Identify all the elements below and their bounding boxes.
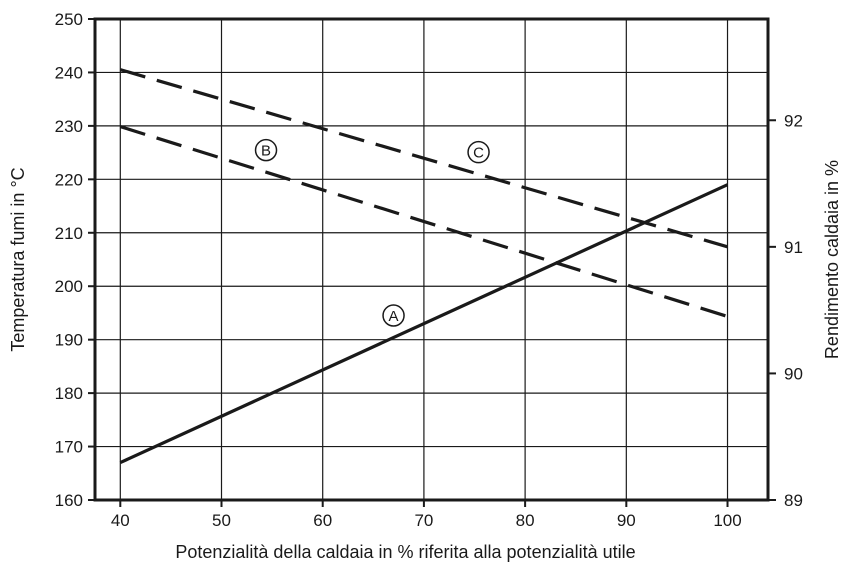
series-line-b [119, 125, 728, 318]
y2-axis-label: Rendimento caldaia in % [822, 160, 842, 359]
x-tick-label: 100 [713, 511, 741, 530]
x-tick-label: 40 [111, 511, 130, 530]
series-callout-b [254, 138, 278, 162]
series-callout-c [467, 140, 490, 164]
series-lines [119, 68, 729, 465]
y-tick-label: 200 [55, 277, 83, 296]
y-tick-label: 230 [55, 117, 83, 136]
x-tick-label: 70 [414, 511, 433, 530]
series-label-c: C [473, 145, 484, 162]
series-line-a [119, 183, 729, 465]
x-axis-label: Potenzialità della caldaia in % riferita… [175, 542, 635, 562]
y-tick-label: 250 [55, 10, 83, 29]
x-tick-label: 90 [617, 511, 636, 530]
y-tick-label: 180 [55, 384, 83, 403]
y-tick-label: 220 [55, 170, 83, 189]
y2-tick-label: 91 [784, 238, 803, 257]
y-tick-label: 240 [55, 63, 83, 82]
x-tick-label: 60 [313, 511, 332, 530]
y-tick-label: 160 [55, 491, 83, 510]
series-line-c [119, 68, 728, 249]
y2-tick-label: 89 [784, 491, 803, 510]
y2-tick-label: 90 [784, 364, 803, 383]
series-label-a: A [389, 308, 399, 325]
x-tick-label: 80 [516, 511, 535, 530]
plot-frame [93, 17, 770, 502]
y-tick-label: 170 [55, 438, 83, 457]
y-tick-label: 190 [55, 331, 83, 350]
series-callout-a [382, 304, 405, 327]
series-label-b: B [261, 143, 271, 160]
x-tick-label: 50 [212, 511, 231, 530]
y-axis-label: Temperatura fumi in °C [8, 167, 28, 351]
tick-labels: 40 50 60 70 80 90 100 160 170 180 190 200 210 220 230 2… [55, 10, 803, 530]
series-callouts: A B C [254, 138, 490, 327]
y-tick-label: 210 [55, 224, 83, 243]
y2-tick-label: 92 [784, 111, 803, 130]
